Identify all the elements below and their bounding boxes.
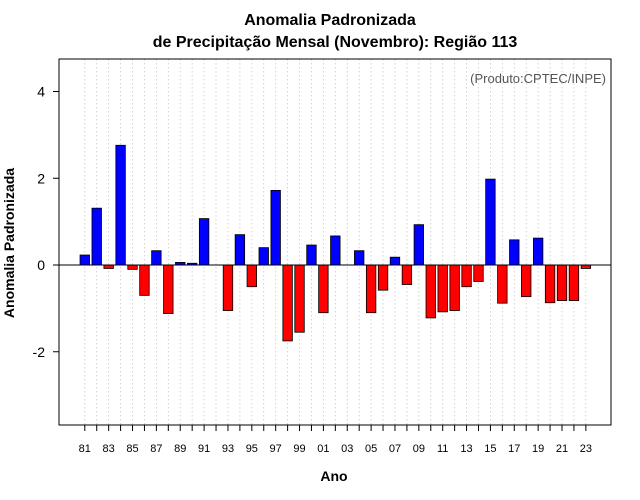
bar-82 bbox=[91, 207, 102, 266]
bar-93 bbox=[222, 264, 234, 311]
x-tick-label: 87 bbox=[150, 443, 162, 455]
bar-10 bbox=[425, 264, 436, 319]
bar-23 bbox=[580, 264, 592, 269]
bar-95 bbox=[246, 264, 257, 288]
bar-88 bbox=[163, 264, 174, 314]
x-tick-label: 81 bbox=[79, 443, 91, 455]
bar-18 bbox=[521, 264, 532, 298]
x-tick-label: 97 bbox=[270, 443, 282, 455]
x-tick-label: 11 bbox=[437, 443, 448, 455]
x-tick-label: 21 bbox=[556, 443, 568, 455]
credit-annotation: (Produto:CPTEC/INPE) bbox=[470, 71, 606, 86]
x-tick-label: 85 bbox=[126, 443, 138, 455]
bar-08 bbox=[401, 264, 413, 285]
x-tick-label: 23 bbox=[580, 443, 592, 455]
bar-06 bbox=[377, 264, 389, 291]
x-tick-label: 01 bbox=[317, 443, 329, 455]
bar-96 bbox=[258, 247, 269, 266]
bar-94 bbox=[234, 234, 246, 266]
y-tick-label: 2 bbox=[37, 170, 45, 186]
bar-05 bbox=[365, 264, 377, 314]
bar-13 bbox=[461, 264, 472, 288]
bar-01 bbox=[318, 264, 329, 314]
bar-81 bbox=[79, 254, 90, 266]
bar-19 bbox=[532, 237, 544, 266]
x-tick-label: 95 bbox=[246, 443, 258, 455]
bar-09 bbox=[413, 224, 424, 266]
bar-16 bbox=[497, 264, 508, 304]
bars bbox=[79, 144, 592, 342]
bar-97 bbox=[270, 189, 281, 266]
chart-title: Anomalia Padronizada bbox=[244, 12, 416, 29]
bar-21 bbox=[556, 264, 568, 301]
y-axis: -2 0 2 4 bbox=[33, 84, 59, 360]
bar-84 bbox=[115, 144, 126, 266]
x-tick-label: 05 bbox=[365, 443, 377, 455]
bar-85 bbox=[127, 264, 138, 270]
y-tick-label: 4 bbox=[37, 84, 45, 100]
bar-07 bbox=[389, 256, 401, 266]
bar-98 bbox=[282, 264, 293, 342]
chart-subtitle: de Precipitação Mensal (Novembro): Regiã… bbox=[153, 34, 518, 51]
bar-87 bbox=[151, 250, 162, 266]
x-tick-label: 99 bbox=[293, 443, 305, 455]
x-tick-label: 07 bbox=[389, 443, 401, 455]
bar-00 bbox=[306, 244, 317, 266]
bar-20 bbox=[544, 264, 556, 304]
x-tick-label: 03 bbox=[341, 443, 353, 455]
bar-11 bbox=[437, 264, 448, 313]
x-tick-label: 83 bbox=[103, 443, 115, 455]
x-tick-label: 93 bbox=[222, 443, 234, 455]
x-tick-label: 09 bbox=[413, 443, 425, 455]
bar-15 bbox=[485, 178, 496, 266]
bar-99 bbox=[294, 264, 305, 333]
bar-04 bbox=[354, 250, 365, 266]
bar-02 bbox=[330, 235, 341, 266]
grid-lines bbox=[84, 59, 587, 425]
bar-22 bbox=[568, 264, 580, 301]
bar-91 bbox=[198, 218, 210, 266]
bar-14 bbox=[473, 264, 484, 282]
bar-12 bbox=[449, 264, 460, 311]
x-tick-label: 91 bbox=[198, 443, 210, 455]
x-tick-label: 17 bbox=[508, 443, 520, 455]
bar-86 bbox=[139, 264, 150, 296]
y-tick-label: 0 bbox=[37, 257, 45, 273]
x-tick-label: 89 bbox=[174, 443, 186, 455]
y-tick-label: -2 bbox=[33, 344, 46, 360]
bar-83 bbox=[103, 264, 114, 269]
x-tick-label: 13 bbox=[460, 443, 472, 455]
x-tick-label: 15 bbox=[484, 443, 496, 455]
bar-17 bbox=[509, 239, 520, 266]
y-axis-label: Anomalia Padronizada bbox=[1, 168, 17, 318]
x-tick-label: 19 bbox=[532, 443, 544, 455]
x-axis: 81 83 85 87 89 91 93 95 97 99 01 03 05 07 09 11 13 15 17 19… bbox=[79, 425, 592, 455]
x-axis-label: Ano bbox=[320, 468, 347, 484]
